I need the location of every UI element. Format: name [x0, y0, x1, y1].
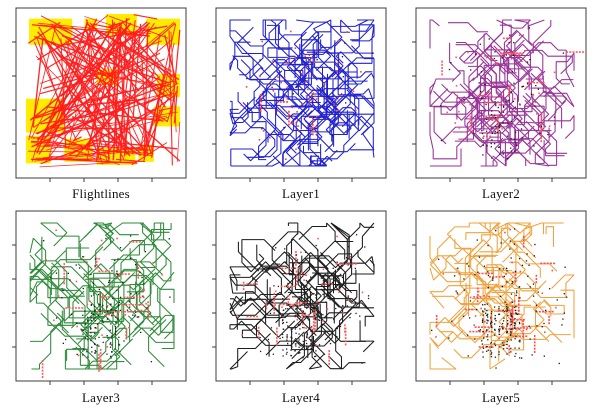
flightlines-plot: [12, 7, 187, 182]
layer5-plot: [412, 210, 587, 385]
layer1-plot: [212, 7, 387, 182]
panel-layer1: Layer1: [200, 0, 400, 203]
panel-layer5: Layer5: [400, 203, 600, 407]
panel-caption: Flightlines: [72, 186, 130, 201]
panel-flightlines: Flightlines: [0, 0, 200, 203]
panel-layer3: Layer3: [0, 203, 200, 407]
panel-layer2: Layer2: [400, 0, 600, 203]
layer4-plot: [212, 210, 387, 385]
layer3-plot: [12, 210, 187, 385]
layer2-plot: [412, 7, 587, 182]
panel-caption: Layer1: [281, 186, 320, 201]
panel-caption: Layer4: [281, 390, 320, 405]
panel-layer4: Layer4: [200, 203, 400, 407]
panel-caption: Layer2: [481, 186, 520, 201]
panel-caption: Layer3: [81, 390, 120, 405]
panel-caption: Layer5: [481, 390, 520, 405]
